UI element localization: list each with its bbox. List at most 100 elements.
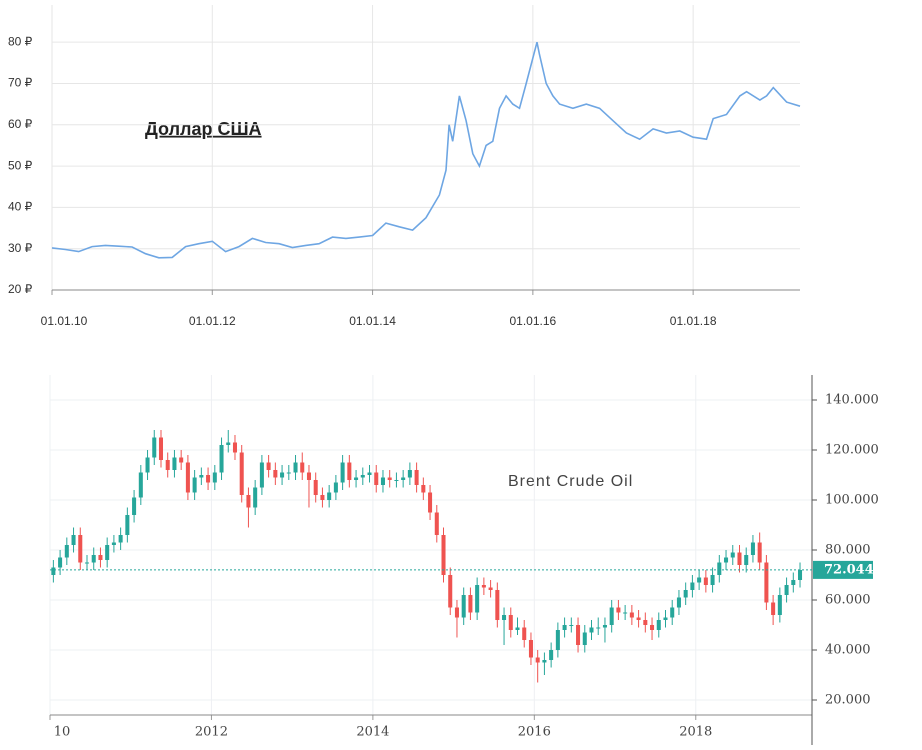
candle-body bbox=[730, 552, 735, 558]
candle-body bbox=[78, 535, 83, 563]
candle-body bbox=[777, 595, 782, 615]
candle-body bbox=[414, 470, 419, 485]
candle-body bbox=[448, 575, 453, 608]
candle-body bbox=[542, 660, 547, 663]
x-tick-label: 01.01.16 bbox=[509, 314, 556, 328]
y-tick-label: 40.000 bbox=[825, 643, 871, 658]
candle-body bbox=[152, 437, 157, 458]
annotation: Brent Crude Oil bbox=[508, 473, 633, 490]
candle-body bbox=[111, 542, 116, 545]
candle-body bbox=[737, 552, 742, 565]
last-price-box bbox=[813, 560, 873, 579]
candle-body bbox=[488, 587, 493, 590]
candle-body bbox=[798, 570, 803, 580]
candle-body bbox=[367, 472, 372, 475]
candle-body bbox=[253, 487, 258, 508]
candle-body bbox=[327, 492, 332, 500]
x-tick-label: 01.01.12 bbox=[189, 314, 236, 328]
candle-body bbox=[616, 607, 621, 613]
x-tick-label: 01.01.10 bbox=[41, 314, 88, 328]
candle-body bbox=[51, 567, 56, 575]
candle-body bbox=[724, 557, 729, 563]
candle-body bbox=[764, 562, 769, 603]
y-tick-label: 140.000 bbox=[825, 393, 879, 408]
candle-body bbox=[387, 477, 392, 480]
candle-body bbox=[185, 462, 190, 493]
candle-body bbox=[232, 442, 238, 453]
candle-body bbox=[259, 462, 264, 488]
candle-body bbox=[710, 575, 715, 585]
candle-body bbox=[461, 595, 466, 618]
candle-body bbox=[380, 477, 385, 485]
candle-body bbox=[475, 585, 480, 613]
y-tick-label: 80.000 bbox=[825, 543, 871, 558]
candle-body bbox=[468, 595, 473, 613]
y-tick-label: 80 ₽ bbox=[8, 34, 33, 48]
candle-body bbox=[555, 630, 560, 650]
candle-body bbox=[313, 480, 318, 495]
candle-body bbox=[636, 617, 641, 620]
candle-body bbox=[690, 582, 695, 590]
candle-body bbox=[771, 602, 776, 615]
candle-body bbox=[663, 617, 668, 620]
candle-body bbox=[623, 612, 628, 614]
candle-body bbox=[428, 492, 433, 513]
y-tick-label: 20 ₽ bbox=[8, 282, 33, 296]
candle-body bbox=[697, 577, 702, 583]
candle-body bbox=[421, 485, 426, 493]
candle-body bbox=[407, 470, 412, 478]
candle-body bbox=[401, 477, 406, 480]
candle-body bbox=[441, 535, 446, 575]
candle-body bbox=[784, 585, 789, 595]
candle-body bbox=[84, 562, 90, 564]
y-tick-label: 30 ₽ bbox=[8, 241, 33, 255]
candle-body bbox=[98, 555, 103, 560]
candle-body bbox=[791, 580, 796, 585]
candle-body bbox=[454, 607, 459, 618]
candle-body bbox=[670, 607, 675, 618]
candle-body bbox=[683, 590, 688, 598]
candle-body bbox=[535, 657, 540, 663]
candle-body bbox=[596, 627, 601, 629]
x-tick-label: 2014 bbox=[356, 725, 389, 740]
candle-body bbox=[212, 472, 217, 483]
candle-body bbox=[132, 497, 137, 515]
y-tick-label: 100.000 bbox=[825, 493, 879, 508]
candle-body bbox=[64, 545, 69, 558]
candle-body bbox=[219, 445, 224, 473]
candle-body bbox=[394, 480, 399, 481]
x-tick-label: 10 bbox=[54, 725, 71, 740]
y-tick-label: 40 ₽ bbox=[8, 200, 33, 214]
candle-body bbox=[757, 542, 762, 563]
candle-body bbox=[91, 555, 96, 563]
candle-body bbox=[360, 475, 365, 478]
candle-body bbox=[306, 472, 311, 480]
candle-body bbox=[495, 590, 500, 620]
candle-body bbox=[582, 632, 587, 645]
candle-body bbox=[340, 462, 345, 483]
candle-body bbox=[515, 627, 520, 630]
candle-body bbox=[138, 472, 143, 498]
candle-body bbox=[280, 472, 285, 478]
candle-body bbox=[374, 472, 379, 485]
x-tick-label: 2018 bbox=[679, 725, 712, 740]
annotation: Доллар США bbox=[145, 119, 262, 139]
candle-body bbox=[199, 475, 204, 478]
candle-body bbox=[333, 482, 338, 493]
candle-body bbox=[522, 627, 527, 640]
candle-body bbox=[703, 577, 708, 585]
candle-body bbox=[71, 535, 76, 545]
candle-body bbox=[145, 457, 150, 473]
candle-body bbox=[481, 585, 486, 588]
x-tick-label: 01.01.14 bbox=[349, 314, 396, 328]
candle-body bbox=[165, 460, 170, 470]
last-price-label: 72.044 bbox=[824, 562, 874, 577]
candle-body bbox=[676, 597, 681, 608]
y-tick-label: 20.000 bbox=[825, 693, 871, 708]
candle-body bbox=[629, 612, 634, 618]
candle-body bbox=[125, 515, 130, 535]
x-tick-label: 2016 bbox=[518, 725, 551, 740]
candle-body bbox=[434, 512, 439, 535]
candle-body bbox=[58, 557, 63, 568]
